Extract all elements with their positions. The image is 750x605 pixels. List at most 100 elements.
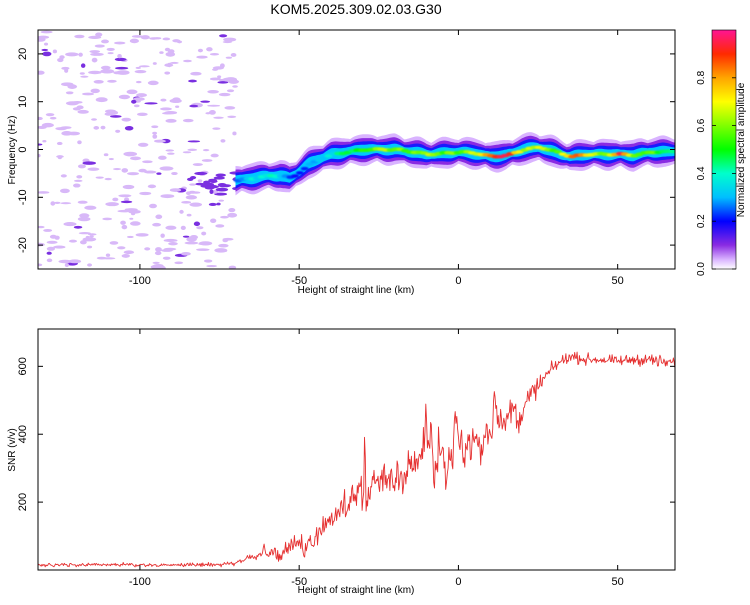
noise-speckle xyxy=(95,176,104,179)
noise-speckle xyxy=(227,212,238,218)
noise-speckle xyxy=(100,69,115,74)
noise-speckle xyxy=(190,71,202,76)
colorbar-tick-label: 0.8 xyxy=(696,70,707,84)
noise-speckle xyxy=(112,168,122,171)
noise-speckle xyxy=(61,131,73,136)
noise-speckle xyxy=(197,48,204,53)
noise-speckle xyxy=(167,152,175,155)
noise-speckle xyxy=(107,110,119,115)
noise-speckle xyxy=(38,191,50,194)
colorbar-gradient xyxy=(712,30,736,269)
noise-speckle xyxy=(172,97,181,101)
noise-speckle xyxy=(61,66,70,70)
noise-speckle xyxy=(41,122,54,128)
noise-speckle xyxy=(188,190,197,194)
spectrogram-y-tick-label: -10 xyxy=(17,189,29,205)
noise-speckle xyxy=(168,241,178,246)
noise-speckle xyxy=(60,126,72,130)
snr-y-tick-label: 400 xyxy=(17,425,29,443)
spectrogram-x-ticks: -100 -50 0 50 xyxy=(129,30,624,287)
noise-speckle xyxy=(149,203,157,209)
noise-speckle xyxy=(210,153,219,158)
noise-speckle xyxy=(221,249,228,253)
noise-speckle xyxy=(38,116,43,121)
noise-speckle xyxy=(227,115,237,118)
noise-speckle xyxy=(65,52,79,57)
noise-speckle xyxy=(222,40,233,44)
noise-speckle xyxy=(38,263,43,267)
noise-speckle xyxy=(197,179,203,183)
snr-y-label: SNR (v/v) xyxy=(7,428,18,471)
noise-speckle xyxy=(155,247,162,252)
spectrogram-y-label: Frequency (Hz) xyxy=(7,116,18,185)
noise-speckle xyxy=(121,117,132,122)
noise-speckle xyxy=(91,57,98,63)
noise-speckle xyxy=(143,170,157,174)
noise-speckle xyxy=(220,139,226,143)
ridge-cell xyxy=(319,156,328,161)
noise-speckle xyxy=(218,92,231,97)
noise-speckle xyxy=(152,131,158,135)
noise-speckle xyxy=(174,261,184,265)
noise-speckle xyxy=(78,52,83,57)
noise-speckle xyxy=(188,79,198,83)
noise-speckle xyxy=(182,235,190,238)
noise-speckle xyxy=(131,99,137,104)
noise-speckle xyxy=(215,224,225,228)
noise-speckle xyxy=(117,246,126,250)
noise-speckle xyxy=(162,256,171,260)
noise-speckle xyxy=(41,48,49,52)
noise-speckle xyxy=(38,242,45,247)
noise-speckle xyxy=(182,118,194,123)
noise-speckle xyxy=(123,250,135,255)
noise-speckle xyxy=(169,188,182,192)
spectrogram-y-tick-label: -20 xyxy=(17,237,29,253)
noise-speckle xyxy=(105,202,119,207)
noise-speckle xyxy=(151,125,159,129)
spectrogram-x-label: Height of straight line (km) xyxy=(298,285,415,296)
noise-speckle xyxy=(179,209,184,214)
noise-speckle xyxy=(58,259,72,264)
noise-speckle xyxy=(200,100,211,103)
colorbar-tick-label: 0.4 xyxy=(696,166,707,180)
noise-speckle xyxy=(109,115,122,118)
noise-speckle xyxy=(100,125,106,130)
noise-speckle xyxy=(133,104,140,108)
colorbar-label: Normalized spectral amplitude xyxy=(736,82,747,217)
ridge-cell xyxy=(324,154,333,158)
noise-speckle xyxy=(160,233,165,238)
noise-speckle xyxy=(77,216,91,222)
noise-speckle xyxy=(204,186,215,190)
ridge-cell xyxy=(300,166,309,171)
noise-speckle xyxy=(160,249,173,252)
noise-speckle xyxy=(219,34,228,38)
noise-speckle xyxy=(80,240,87,245)
noise-speckle xyxy=(210,218,217,224)
noise-speckle xyxy=(116,70,130,75)
noise-speckle xyxy=(144,247,151,251)
noise-speckle xyxy=(38,143,43,146)
noise-speckle xyxy=(79,213,90,218)
noise-speckle xyxy=(222,238,229,243)
noise-speckle xyxy=(159,51,164,54)
noise-speckle xyxy=(228,208,236,213)
noise-speckle xyxy=(175,105,180,108)
noise-speckle xyxy=(105,253,111,257)
noise-speckle xyxy=(74,34,85,39)
noise-speckle xyxy=(171,171,178,176)
snr-y-tick-label: 600 xyxy=(17,357,29,375)
noise-speckle xyxy=(44,42,49,46)
noise-speckle xyxy=(187,177,194,181)
noise-speckle xyxy=(187,140,201,143)
noise-speckle xyxy=(201,231,207,236)
spectrogram-y-tick-label: 0 xyxy=(17,146,29,152)
noise-speckle xyxy=(38,225,45,229)
noise-speckle xyxy=(208,202,217,207)
spectrogram-ridge xyxy=(233,132,675,196)
noise-speckle xyxy=(108,157,114,161)
noise-speckle xyxy=(126,89,138,95)
spectrogram-x-tick-label: 0 xyxy=(455,275,461,287)
noise-speckle xyxy=(129,38,139,44)
noise-speckle xyxy=(129,221,141,226)
